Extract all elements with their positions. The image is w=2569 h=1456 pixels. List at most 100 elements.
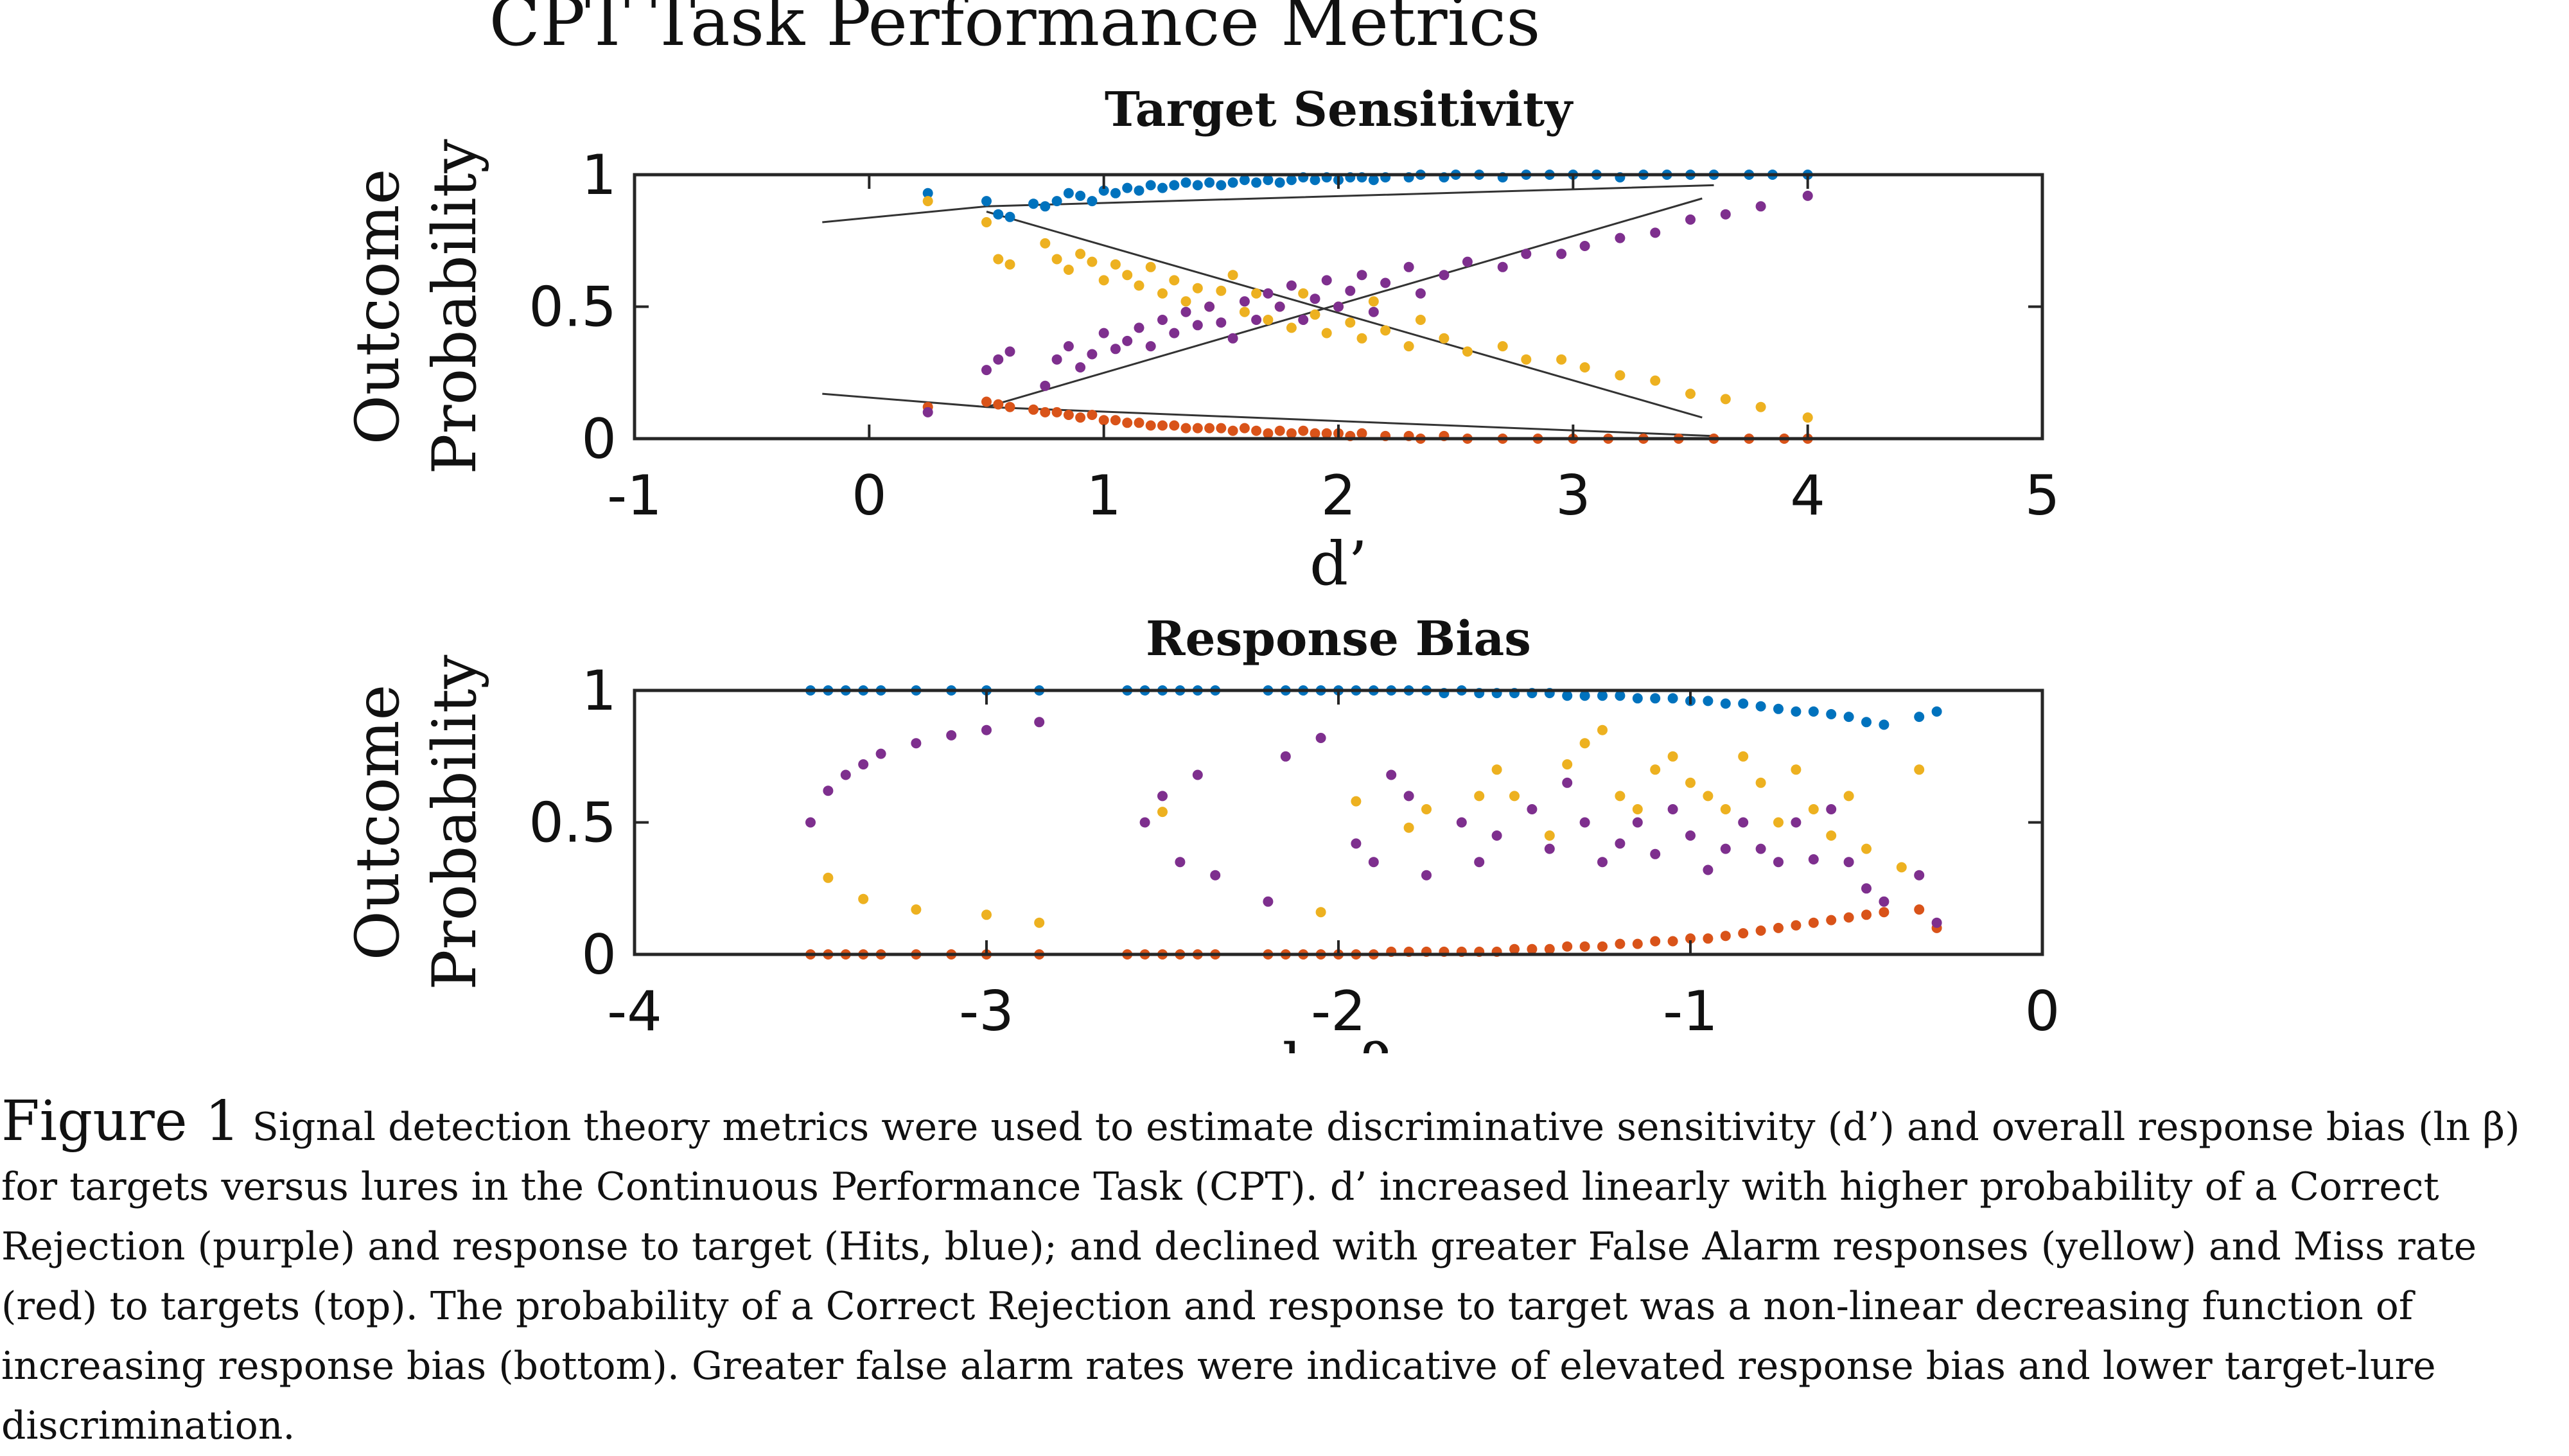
data-point-purple [858, 759, 869, 770]
data-point-red [1879, 907, 1889, 918]
data-point-yellow [1368, 296, 1379, 307]
y-tick-label: 1 [581, 143, 617, 207]
data-point-purple [1321, 275, 1332, 286]
data-point-red [1667, 936, 1678, 947]
data-point-yellow [858, 893, 869, 904]
plot-frame [633, 689, 2044, 956]
data-point-blue [1063, 188, 1074, 198]
data-point-red [1738, 928, 1749, 939]
data-point-purple [946, 730, 957, 741]
data-point-red [1703, 933, 1714, 944]
y-axis-label: Outcome Probability [343, 654, 490, 990]
data-point-yellow [1286, 322, 1297, 333]
data-point-blue [1879, 719, 1889, 730]
data-point-red [1063, 410, 1074, 420]
data-point-red [1632, 938, 1643, 949]
data-point-red [1562, 941, 1573, 952]
data-point-blue [1157, 182, 1168, 193]
data-point-purple [1274, 301, 1285, 312]
data-point-red [1914, 904, 1925, 915]
panel-title: Response Bias [1146, 611, 1531, 667]
data-point-blue [1914, 712, 1925, 723]
data-point-purple [1216, 317, 1227, 328]
data-point-yellow [1615, 370, 1626, 381]
data-point-blue [1931, 706, 1942, 717]
panel-response-bias: Response Bias -4 -3 -2 -1 0 0 0.5 1 ln β OutcomePr… [343, 611, 2060, 1053]
data-point-yellow [1650, 375, 1661, 386]
data-point-red [1251, 425, 1262, 436]
data-point-red [1720, 931, 1731, 942]
data-point-red [1579, 941, 1590, 952]
data-point-purple [1298, 315, 1309, 325]
data-point-purple [1597, 857, 1608, 868]
data-point-purple [1087, 349, 1098, 360]
data-point-red [1685, 933, 1696, 944]
y-axis-label-line: Outcome [343, 685, 413, 960]
figure-title: CPT Task Performance Metrics [489, 0, 1541, 61]
data-point-yellow [1843, 791, 1854, 802]
data-point-yellow [981, 217, 992, 227]
data-point-red [1544, 943, 1555, 954]
data-point-blue [922, 188, 933, 198]
data-point-blue [1286, 175, 1297, 186]
data-point-red [1356, 428, 1367, 439]
data-point-blue [1632, 693, 1643, 704]
data-point-red [1157, 420, 1168, 431]
x-tick-label: 4 [1790, 464, 1825, 528]
data-point-yellow [1040, 238, 1051, 249]
data-point-yellow [1632, 804, 1643, 814]
data-point-purple [1356, 270, 1367, 281]
series-purple [805, 717, 1942, 928]
data-point-purple [1368, 857, 1379, 868]
data-point-purple [1351, 838, 1362, 849]
data-point-blue [1239, 175, 1250, 186]
data-point-purple [981, 365, 992, 376]
data-point-red [1087, 410, 1098, 420]
x-tick-label: 1 [1086, 464, 1121, 528]
data-point-purple [1685, 830, 1696, 841]
data-point-purple [1556, 249, 1567, 259]
data-point-purple [1421, 870, 1432, 881]
data-point-yellow [1321, 328, 1332, 338]
panel-title: Target Sensitivity [1105, 82, 1574, 137]
data-point-yellow [1380, 325, 1391, 336]
data-point-purple [1562, 777, 1573, 788]
data-point-red [1040, 407, 1051, 417]
data-point-yellow [1703, 791, 1714, 802]
data-point-red [1204, 423, 1215, 434]
x-tick-label: -1 [607, 464, 662, 528]
data-point-red [1134, 417, 1144, 428]
data-point-purple [1286, 280, 1297, 291]
data-point-yellow [1685, 777, 1696, 788]
data-point-yellow [1180, 296, 1191, 307]
data-point-yellow [1462, 346, 1473, 357]
fit-line [986, 197, 1703, 408]
data-point-blue [1145, 180, 1156, 191]
data-point-blue [1615, 690, 1626, 701]
data-point-purple [1615, 232, 1626, 243]
data-point-yellow [1439, 333, 1450, 344]
data-point-yellow [1051, 254, 1062, 265]
data-point-purple [1914, 870, 1925, 881]
data-point-yellow [1122, 270, 1133, 281]
data-point-yellow [1826, 830, 1837, 841]
figure-caption: Figure 1 Signal detection theory metrics… [1, 1092, 2564, 1456]
data-point-purple [1315, 733, 1326, 743]
data-point-yellow [1403, 822, 1414, 833]
fit-line [822, 184, 1714, 224]
y-tick-label: 0 [581, 923, 617, 987]
data-point-yellow [1521, 354, 1532, 365]
data-point-purple [1386, 769, 1397, 780]
data-point-purple [1051, 354, 1062, 365]
data-point-yellow [1896, 862, 1907, 873]
y-tick-label: 1 [581, 659, 617, 723]
data-point-purple [1703, 864, 1714, 875]
data-point-yellow [823, 872, 834, 883]
data-point-purple [840, 769, 851, 780]
data-point-purple [1368, 306, 1379, 317]
data-point-purple [1169, 328, 1180, 338]
data-point-purple [1263, 896, 1274, 907]
data-point-red [1180, 423, 1191, 434]
data-point-purple [1826, 804, 1837, 814]
data-point-purple [805, 817, 816, 828]
